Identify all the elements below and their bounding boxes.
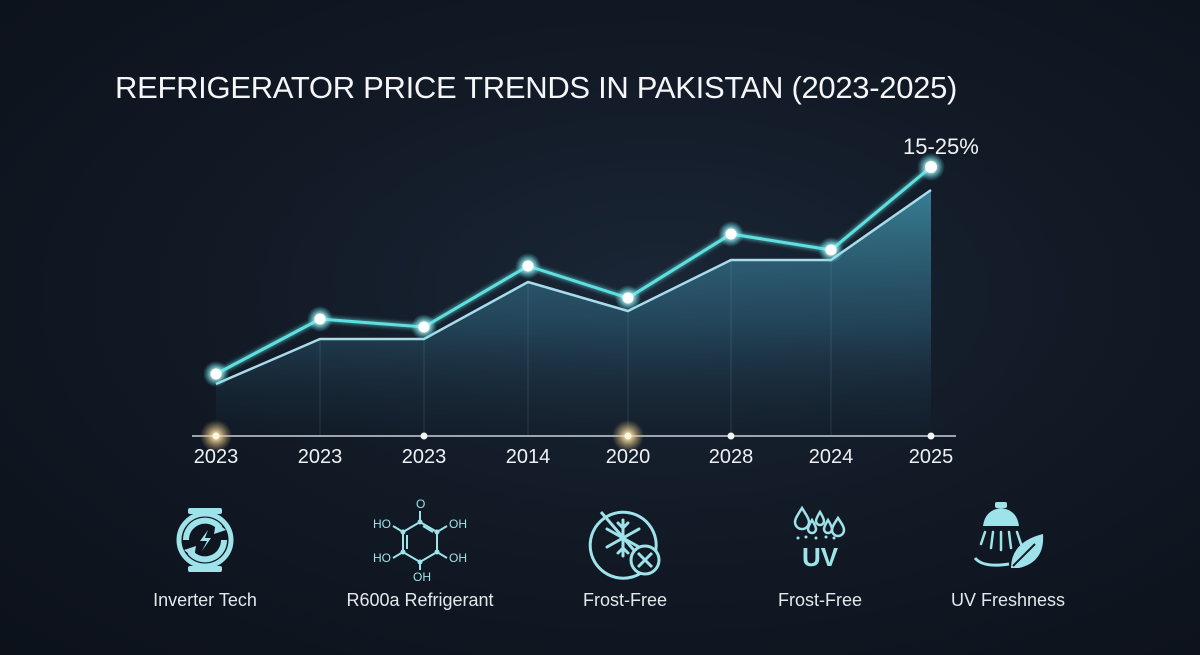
feature-uv-freshness: UV Freshness <box>908 500 1108 611</box>
x-label: 2028 <box>708 446 754 468</box>
feature-label: Inverter Tech <box>153 590 257 610</box>
trend-line <box>215 165 932 376</box>
svg-text:O: O <box>416 498 425 511</box>
molecule-icon: O HO OH HO OH OH <box>320 498 520 582</box>
feature-label: Frost-Free <box>777 590 862 610</box>
feature-frost-free: Frost-Free <box>525 500 725 611</box>
feature-label: Frost-Free <box>582 590 667 610</box>
area-fill <box>216 190 931 436</box>
x-label: 2024 <box>808 446 854 468</box>
area-dividers <box>319 260 832 436</box>
area-edge-line <box>215 188 932 386</box>
x-axis-ticks <box>200 420 935 452</box>
x-label: 2025 <box>908 446 954 468</box>
uv-droplets-icon: UV <box>720 500 920 580</box>
x-label: 2023 <box>193 446 239 468</box>
feature-label: R600a Refrigerant <box>346 590 494 610</box>
chart-title: REFRIGERATOR PRICE TRENDS IN PAKISTAN (2… <box>115 70 958 105</box>
svg-text:OH: OH <box>449 551 467 565</box>
feature-inverter-tech: Inverter Tech <box>105 500 305 611</box>
feature-frost-free-uv: UV Frost-Free <box>720 500 920 611</box>
x-label: 2023 <box>297 446 343 468</box>
x-label: 2020 <box>605 446 651 468</box>
svg-text:HO: HO <box>373 517 391 531</box>
svg-text:OH: OH <box>413 570 431 582</box>
x-label: 2014 <box>505 446 551 468</box>
feature-label: UV Freshness <box>950 590 1066 610</box>
data-points <box>203 153 945 387</box>
growth-annotation: 15-25% <box>903 134 979 159</box>
inverter-icon <box>105 500 305 580</box>
uv-freshness-icon <box>908 500 1108 580</box>
feature-r600a-refrigerant: O HO OH HO OH OH R600a Refrigerant <box>320 498 520 611</box>
x-label: 2023 <box>401 446 447 468</box>
svg-text:HO: HO <box>373 551 391 565</box>
svg-text:OH: OH <box>449 517 467 531</box>
svg-text:UV: UV <box>802 542 839 572</box>
no-frost-icon <box>525 500 725 580</box>
